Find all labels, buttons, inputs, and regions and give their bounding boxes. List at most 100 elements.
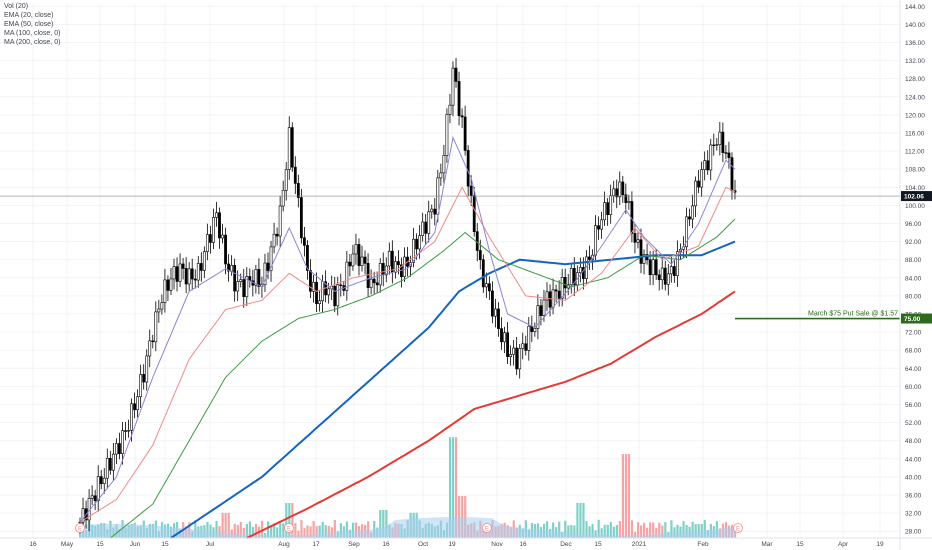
candle-body bbox=[393, 261, 397, 273]
volume-bar bbox=[570, 524, 573, 538]
volume-bar bbox=[694, 524, 697, 538]
candle-body bbox=[421, 221, 425, 236]
candle-body bbox=[563, 277, 567, 289]
volume-bar bbox=[242, 527, 245, 538]
candle-body bbox=[466, 150, 470, 187]
legend-ma200[interactable]: MA (200, close, 0) bbox=[4, 39, 61, 46]
volume-bar bbox=[545, 521, 549, 538]
candle-body bbox=[478, 250, 482, 261]
candle-body bbox=[90, 495, 94, 499]
candle-body bbox=[387, 250, 391, 267]
time-axis[interactable]: 16 May 15 Jun 15 Jul Aug 17 Sep 16 Oct 19 Nov 16 Dec 15… bbox=[0, 537, 932, 548]
candle-body bbox=[215, 212, 218, 218]
price-tick-label: 28.00 bbox=[905, 529, 922, 536]
candle-body bbox=[169, 278, 173, 291]
candle-body bbox=[212, 217, 215, 243]
candle-body bbox=[363, 256, 367, 264]
candle-body bbox=[588, 256, 591, 260]
price-badges: 102.06 75.00 bbox=[901, 191, 932, 324]
candle-body bbox=[114, 443, 118, 455]
candle-body bbox=[233, 265, 237, 292]
candle-body bbox=[600, 219, 603, 230]
candle-body bbox=[709, 144, 713, 171]
candle-body bbox=[333, 285, 337, 307]
candle-body bbox=[560, 277, 564, 299]
volume-bar bbox=[639, 525, 643, 538]
volume-bar bbox=[300, 520, 303, 538]
candle-body bbox=[569, 268, 573, 286]
price-tick-label: 128.00 bbox=[905, 76, 925, 83]
candle-body bbox=[139, 374, 143, 398]
volume-bar bbox=[194, 520, 197, 538]
candle-body bbox=[193, 278, 197, 281]
candle-body bbox=[397, 261, 400, 266]
legend-vol[interactable]: Vol (20) bbox=[4, 3, 29, 10]
volume-bar bbox=[354, 522, 358, 538]
legend-ema20[interactable]: EMA (20, close) bbox=[4, 12, 54, 19]
volume-bar bbox=[582, 503, 585, 538]
candle-body bbox=[145, 355, 149, 383]
candle-body bbox=[160, 302, 164, 310]
volume-bar bbox=[649, 522, 652, 538]
volume-bar bbox=[646, 527, 649, 538]
volume-bar bbox=[579, 503, 582, 538]
candle-body bbox=[221, 234, 224, 239]
candle-body bbox=[239, 279, 243, 282]
candle-body bbox=[275, 233, 279, 237]
volume-bar bbox=[618, 521, 621, 538]
candle-body bbox=[302, 237, 306, 246]
volume-bar bbox=[691, 521, 694, 538]
volume-bar bbox=[661, 525, 664, 538]
volume-bar bbox=[294, 522, 297, 538]
candle-body bbox=[624, 194, 628, 203]
candle-body bbox=[218, 212, 221, 239]
volume-bar bbox=[458, 496, 461, 538]
volume-bar bbox=[552, 522, 555, 538]
volume-bar bbox=[633, 531, 637, 538]
candle-body bbox=[108, 457, 112, 471]
time-tick-label: Dec bbox=[560, 541, 572, 548]
candle-body bbox=[597, 225, 600, 230]
candle-body bbox=[633, 233, 637, 243]
candle-body bbox=[230, 265, 234, 272]
legend-ema50[interactable]: EMA (50, close) bbox=[4, 21, 54, 28]
volume-bar bbox=[594, 530, 597, 538]
price-tick-label: 40.00 bbox=[905, 474, 922, 481]
candle-body bbox=[309, 270, 312, 292]
candle-body bbox=[187, 268, 191, 285]
candle-body bbox=[536, 305, 540, 329]
candle-body bbox=[685, 216, 688, 248]
candle-body bbox=[651, 259, 655, 276]
candle-body bbox=[672, 266, 676, 276]
candle-body bbox=[278, 205, 282, 237]
time-tick-label: Aug bbox=[278, 541, 290, 548]
candle-body bbox=[442, 155, 446, 174]
candle-body bbox=[533, 328, 537, 332]
price-tick-label: 92.00 bbox=[905, 239, 922, 246]
candle-body bbox=[451, 67, 455, 106]
volume-bar bbox=[461, 496, 464, 538]
candle-body bbox=[427, 211, 431, 234]
price-tick-label: 36.00 bbox=[905, 493, 922, 500]
volume-bar bbox=[351, 522, 355, 538]
time-tick-label: 16 bbox=[382, 541, 390, 548]
volume-bar bbox=[588, 526, 591, 538]
volume-bar bbox=[621, 454, 625, 538]
candle-body bbox=[500, 328, 503, 343]
candle-body bbox=[284, 169, 288, 191]
price-axis[interactable]: 28.00 32.00 36.00 40.00 44.00 48.00 52.00 56.00… bbox=[899, 0, 925, 550]
candle-body bbox=[354, 244, 358, 255]
candle-body bbox=[157, 308, 161, 313]
candle-body bbox=[163, 279, 167, 303]
volume-bar bbox=[451, 437, 455, 538]
legend-ma100[interactable]: MA (100, close, 0) bbox=[4, 30, 61, 37]
volume-bar bbox=[627, 454, 631, 538]
volume-bar bbox=[676, 524, 679, 538]
candle-body bbox=[118, 443, 121, 454]
volume-bar bbox=[612, 526, 615, 538]
price-tick-label: 144.00 bbox=[905, 4, 925, 11]
candle-body bbox=[366, 263, 370, 288]
volume-bar bbox=[309, 526, 312, 538]
candle-body bbox=[700, 169, 704, 188]
